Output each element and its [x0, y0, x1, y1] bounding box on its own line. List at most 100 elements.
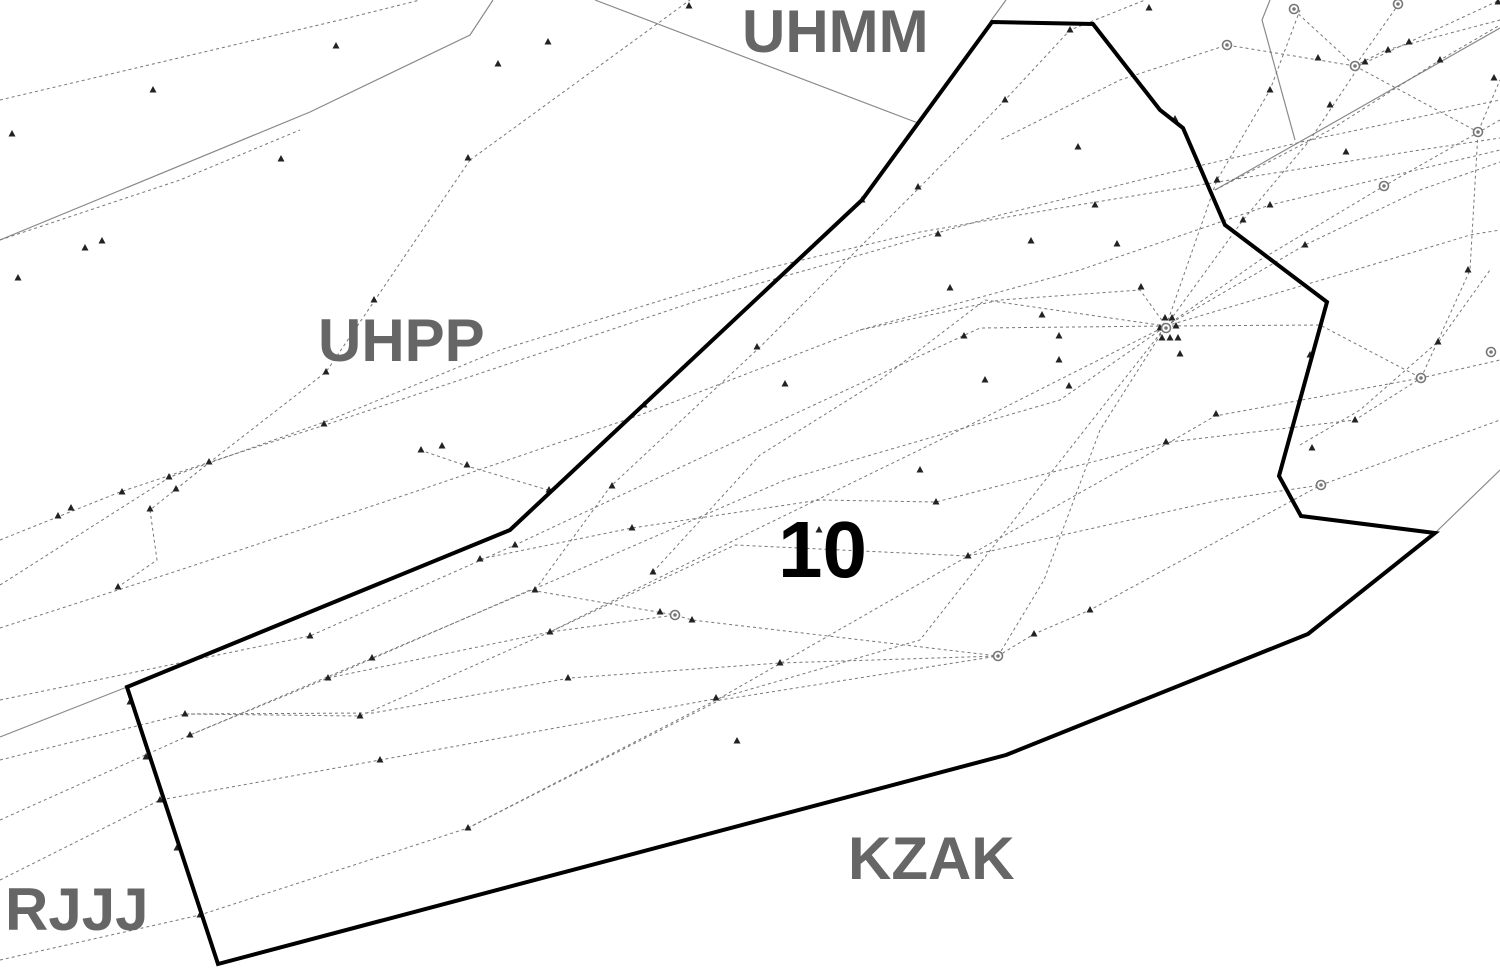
- circle-navaid-icon: [1221, 39, 1233, 51]
- triangle-icon: [1161, 314, 1169, 321]
- triangle-icon: [376, 756, 384, 763]
- air-route: [0, 149, 1500, 629]
- air-route: [1420, 79, 1500, 379]
- triangle-icon: [964, 552, 972, 559]
- triangle-icon: [1162, 438, 1170, 445]
- triangle-icon: [1113, 240, 1121, 247]
- triangle-icon: [118, 488, 126, 495]
- triangle-icon: [324, 674, 332, 681]
- air-route: [652, 299, 1167, 573]
- triangle-icon: [67, 504, 75, 511]
- triangle-icon: [181, 710, 189, 717]
- triangle-icon: [205, 458, 213, 465]
- circle-navaid-icon: [992, 650, 1004, 662]
- triangle-icon: [1434, 338, 1442, 345]
- triangle-icon: [1074, 143, 1082, 150]
- triangle-icon: [531, 586, 539, 593]
- triangle-icon: [322, 368, 330, 375]
- air-route: [1299, 269, 1491, 446]
- triangle-icon: [1301, 241, 1309, 248]
- triangle-icon: [1213, 176, 1221, 183]
- fir-label-uhpp: UHPP: [318, 307, 485, 374]
- fir-label-kzak: KZAK: [848, 825, 1015, 892]
- triangle-icon: [494, 60, 502, 67]
- triangle-icon: [277, 155, 285, 162]
- triangle-icon: [463, 461, 471, 468]
- circle-navaid-icon: [1392, 0, 1404, 10]
- triangle-icon: [186, 731, 194, 738]
- triangle-icon: [733, 737, 741, 744]
- triangle-icon: [1030, 630, 1038, 637]
- fir-label-uhmm: UHMM: [742, 0, 929, 65]
- air-route: [1214, 24, 1500, 191]
- fir-boundary-lines: [0, 0, 1500, 738]
- triangle-icon: [417, 446, 425, 453]
- circle-navaid-icon: [1472, 126, 1484, 138]
- triangle-icon: [649, 568, 657, 575]
- triangle-icon: [1314, 54, 1322, 61]
- air-route: [0, 325, 1167, 881]
- triangle-icon: [464, 154, 472, 161]
- triangle-icon: [1038, 311, 1046, 318]
- triangle-icon: [1176, 350, 1184, 357]
- triangle-icon: [370, 296, 378, 303]
- triangle-icon: [149, 86, 157, 93]
- triangle-icon: [1055, 356, 1063, 363]
- triangle-icon: [1266, 86, 1274, 93]
- triangle-icon: [320, 420, 328, 427]
- triangle-icon: [511, 541, 519, 548]
- triangle-icon: [1308, 444, 1316, 451]
- air-route: [1165, 324, 1422, 379]
- air-route: [1165, 119, 1500, 327]
- triangle-icon: [114, 583, 122, 590]
- triangle-icon: [546, 628, 554, 635]
- triangle-icon: [916, 466, 924, 473]
- triangle-icon: [172, 485, 180, 492]
- triangle-icon: [98, 237, 106, 244]
- triangle-icon: [688, 616, 696, 623]
- circle-navaid-icon: [1415, 372, 1427, 384]
- triangle-icon: [776, 659, 784, 666]
- air-route: [0, 0, 421, 101]
- triangle-icon: [1239, 216, 1247, 223]
- air-route: [0, 99, 1500, 541]
- circle-navaid-icon: [669, 609, 681, 621]
- sector-outline: [124, 19, 1440, 967]
- triangle-icon: [960, 332, 968, 339]
- circle-navaid-icon: [1315, 479, 1327, 491]
- triangle-icon: [1086, 606, 1094, 613]
- air-route: [1165, 229, 1500, 327]
- triangle-icon: [1342, 148, 1350, 155]
- triangle-icon: [1145, 4, 1153, 11]
- triangle-icon: [1158, 334, 1166, 341]
- air-route: [0, 129, 301, 241]
- triangle-icon: [712, 694, 720, 701]
- triangle-icon: [544, 38, 552, 45]
- triangle-icon: [934, 230, 942, 237]
- triangle-icon: [1174, 334, 1182, 341]
- triangle-icon: [156, 796, 164, 803]
- triangle-icon: [914, 183, 922, 190]
- air-route: [1165, 0, 1500, 327]
- triangle-icon: [608, 482, 616, 489]
- navaid-markers: [669, 0, 1497, 662]
- triangle-icon: [753, 343, 761, 350]
- triangle-icon: [8, 130, 16, 137]
- air-route: [0, 325, 1167, 821]
- triangle-icon: [981, 376, 989, 383]
- circle-navaid-icon: [1288, 3, 1300, 15]
- triangle-icon: [1166, 334, 1174, 341]
- waypoint-markers: [8, 0, 1500, 918]
- circle-navaid-icon: [1349, 60, 1361, 72]
- triangle-icon: [1494, 0, 1500, 5]
- triangle-icon: [1405, 38, 1413, 45]
- triangle-icon: [1266, 201, 1274, 208]
- air-route: [1165, 9, 1301, 327]
- triangle-icon: [1490, 74, 1498, 81]
- triangle-icon: [1361, 58, 1369, 65]
- triangle-icon: [356, 712, 364, 719]
- triangle-icon: [1027, 237, 1035, 244]
- circle-navaid-icon: [1485, 346, 1497, 358]
- triangle-icon: [1436, 56, 1444, 63]
